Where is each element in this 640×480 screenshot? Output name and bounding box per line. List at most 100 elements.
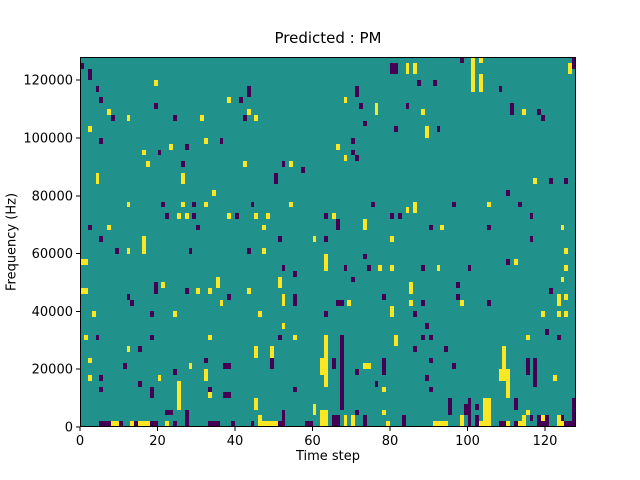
heatmap-cell-high [382,410,386,415]
heatmap-cell-low [394,69,398,74]
heatmap-cell-low [212,421,216,427]
heatmap-cell-low [150,335,154,340]
heatmap-cell-low [526,358,530,363]
heatmap-cell-low [165,213,169,219]
heatmap-cell-low [572,398,576,404]
heatmap-cell-high [84,335,88,340]
heatmap-cell-low [537,421,541,427]
heatmap-cell-low [413,311,417,317]
heatmap-cell-high [96,178,99,184]
heatmap-cell-low [340,358,344,363]
heatmap-cell-low [456,282,460,288]
heatmap-cell-high [107,109,111,115]
heatmap-cell-high [502,363,506,369]
heatmap-cell-low [572,57,576,63]
heatmap-cell-low [173,115,177,121]
x-tick-label: 60 [304,434,321,449]
heatmap-cell-low [456,294,460,300]
heatmap-cell-low [332,421,336,427]
heatmap-cell-high [254,352,258,358]
heatmap-cell-low [537,415,541,421]
heatmap-cell-low [406,103,409,109]
heatmap-cell-low [541,115,545,121]
heatmap-cell-low [293,271,297,277]
heatmap-cell-low [487,225,491,230]
heatmap-cell-high [518,421,522,427]
heatmap-cell-high [471,74,475,80]
heatmap-cell-low [336,421,340,427]
heatmap-cell-low [150,421,154,427]
heatmap-cell-high [425,126,429,132]
heatmap-cell-high [254,404,258,410]
heatmap-cell-high [254,115,258,121]
heatmap-cell-low [103,421,107,427]
heatmap-cell-low [464,410,468,415]
heatmap-cell-high [483,410,487,415]
heatmap-cell-high [561,277,564,282]
heatmap-cell-high [282,323,285,329]
heatmap-cell-high [471,86,475,92]
heatmap-cell-high [177,213,181,219]
heatmap-cell-low [510,103,514,109]
heatmap-cell-high [533,178,537,184]
y-tick-label: 60000 [32,247,73,262]
heatmap-cell-high [177,381,181,387]
heatmap-cell-high [363,225,367,230]
heatmap-cell-low [475,404,479,410]
heatmap-cell-high [146,161,150,167]
heatmap-cell-low [444,346,448,352]
heatmap-cell-high [367,363,371,369]
heatmap-cell-high [278,282,282,288]
heatmap-cell-high [278,277,282,282]
heatmap-cell-high [181,178,185,184]
heatmap-cell-low [247,248,251,254]
heatmap-cell-high [460,300,464,306]
heatmap-cell-high [557,311,561,317]
heatmap-cell-low [460,57,464,63]
heatmap-cell-high [471,80,475,86]
heatmap-cell-low [363,121,367,126]
heatmap-cell-high [324,415,328,421]
heatmap-cell-high [127,115,130,121]
heatmap-cell-low [572,415,576,421]
x-tick-label: 40 [227,434,244,449]
heatmap-cell-low [533,381,537,387]
heatmap-cell-high [289,161,293,167]
heatmap-cell-high [479,80,483,86]
heatmap-cell-high [227,97,231,103]
heatmap-cell-low [165,410,169,415]
heatmap-cell-low [530,213,533,219]
heatmap-cell-high [270,346,274,352]
heatmap-cell-high [115,421,119,427]
plot-border [80,57,576,427]
x-tick-label: 20 [149,434,166,449]
heatmap-cell-low [421,265,425,271]
heatmap-cell-low [96,335,99,340]
heatmap-cell-high [92,311,96,317]
heatmap-cell-high [324,346,328,352]
heatmap-cell-low [223,392,227,398]
heatmap-cell-high [212,190,216,196]
heatmap-cell-high [142,421,146,427]
heatmap-cell-high [421,109,425,115]
heatmap-cell-high [522,415,526,421]
y-axis-label: Frequency (Hz) [4,192,20,292]
heatmap-cell-low [564,178,568,184]
heatmap-cell-high [173,311,177,317]
heatmap-cell-low [173,421,177,427]
heatmap-cell-low [324,236,328,242]
heatmap-cell-low [518,202,522,207]
heatmap-cell-high [324,369,328,375]
heatmap-cell-low [88,69,92,74]
heatmap-cell-low [390,213,394,219]
heatmap-cell-high [460,421,464,427]
heatmap-cell-high [324,259,328,265]
heatmap-cell-low [351,150,355,155]
heatmap-cell-high [208,288,212,294]
heatmap-cell-high [313,410,316,415]
heatmap-cell-low [251,421,254,427]
heatmap-cell-high [522,109,526,115]
heatmap-cell-low [433,80,437,86]
heatmap-cell-high [216,282,220,288]
heatmap-cell-low [429,358,433,363]
